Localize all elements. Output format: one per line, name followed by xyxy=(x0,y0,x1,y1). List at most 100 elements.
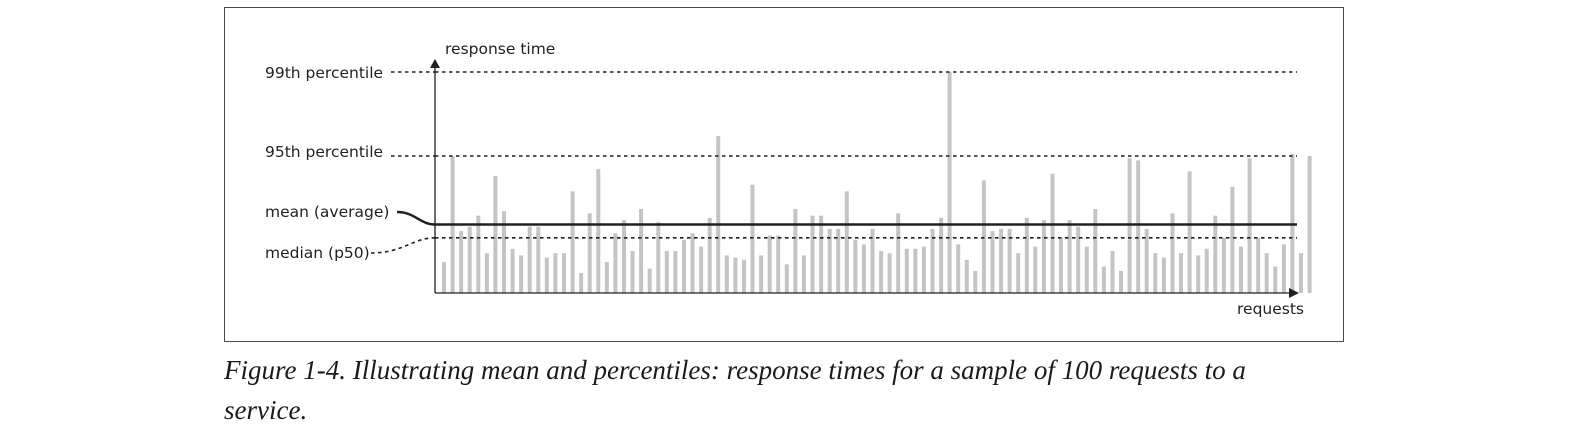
response-bar xyxy=(1153,253,1158,293)
response-bar xyxy=(1221,237,1226,294)
response-bar xyxy=(1299,253,1303,293)
response-bar xyxy=(1170,213,1175,293)
response-bar xyxy=(536,226,541,293)
response-bar xyxy=(553,253,558,293)
response-bar xyxy=(1076,226,1081,293)
response-bar xyxy=(853,240,858,293)
response-bar xyxy=(819,215,824,293)
x-axis-arrow-icon xyxy=(1289,288,1299,298)
response-bar xyxy=(810,215,815,293)
response-bar xyxy=(793,209,798,293)
response-bar xyxy=(1179,253,1183,293)
response-bar xyxy=(630,251,635,293)
p99-label: 99th percentile xyxy=(265,64,383,82)
response-bar xyxy=(1016,253,1021,293)
response-bar xyxy=(1007,228,1012,293)
response-bar xyxy=(930,228,935,293)
response-bar xyxy=(527,226,532,293)
response-bar xyxy=(1161,257,1166,293)
response-bar xyxy=(879,251,884,293)
response-bar xyxy=(801,255,806,293)
response-bar xyxy=(939,217,944,293)
response-bar xyxy=(913,248,918,293)
response-bar xyxy=(699,246,704,293)
response-bar xyxy=(493,175,498,293)
response-bar xyxy=(887,253,892,293)
response-bar xyxy=(510,248,515,293)
response-bar xyxy=(1101,266,1106,293)
response-bar xyxy=(690,233,695,293)
response-bar xyxy=(1196,255,1201,293)
response-bar xyxy=(990,231,995,293)
axes-layer: response time requests xyxy=(430,40,1304,318)
response-bar xyxy=(579,273,584,293)
response-bar xyxy=(1119,270,1123,293)
response-bar xyxy=(861,244,866,293)
response-bar xyxy=(1059,237,1063,294)
mean-connector xyxy=(396,210,436,226)
response-bar xyxy=(442,262,446,293)
response-bar xyxy=(459,231,464,293)
response-bar xyxy=(587,213,592,293)
response-bar xyxy=(973,270,978,293)
p95-label: 95th percentile xyxy=(265,143,383,161)
response-bar xyxy=(519,255,524,293)
response-bar xyxy=(784,264,789,293)
figure-frame: 99th percentile 95th percentile mean (aver… xyxy=(224,7,1344,342)
response-bar xyxy=(1033,246,1038,293)
response-bar xyxy=(1239,246,1243,293)
response-bar xyxy=(664,251,669,293)
response-bar xyxy=(544,257,549,293)
response-bar xyxy=(844,191,849,293)
bars-layer xyxy=(442,72,1312,294)
response-bar xyxy=(1050,173,1055,293)
response-bar xyxy=(1041,220,1046,293)
response-bar xyxy=(673,251,678,293)
median-connector xyxy=(370,237,436,254)
response-bar xyxy=(613,233,618,293)
response-bar xyxy=(776,235,781,293)
response-bar xyxy=(1204,248,1209,293)
response-bar xyxy=(827,228,832,293)
response-bar xyxy=(947,72,952,293)
y-axis-label: response time xyxy=(445,40,555,58)
response-bar xyxy=(1187,171,1192,293)
response-bar xyxy=(502,211,506,293)
response-bar xyxy=(733,257,738,293)
response-bar xyxy=(476,215,481,293)
response-bar xyxy=(1084,246,1089,293)
response-bar xyxy=(1093,209,1098,293)
response-bar xyxy=(707,217,712,293)
figure-caption: Figure 1-4. Illustrating mean and percen… xyxy=(224,355,1246,425)
response-bar xyxy=(904,248,909,293)
response-bar xyxy=(1256,237,1261,294)
response-bar xyxy=(1110,251,1115,293)
response-bar xyxy=(1230,186,1235,293)
response-bar xyxy=(896,213,901,293)
response-bar xyxy=(956,244,961,293)
response-bar xyxy=(999,228,1004,293)
response-bar xyxy=(1136,160,1141,293)
response-bar xyxy=(562,253,566,293)
response-bar xyxy=(1307,156,1312,293)
response-bar xyxy=(1024,217,1029,293)
response-bar xyxy=(570,191,575,293)
response-bar xyxy=(750,184,755,293)
response-bar xyxy=(656,222,661,293)
response-bar xyxy=(622,220,626,293)
response-time-chart: 99th percentile 95th percentile mean (aver… xyxy=(265,40,1312,318)
response-bar xyxy=(759,255,764,293)
response-bar xyxy=(604,262,609,293)
response-bar xyxy=(742,259,746,293)
mean-label: mean (average) xyxy=(265,203,389,221)
response-bar xyxy=(836,228,841,293)
response-bar xyxy=(1213,215,1218,293)
response-bar xyxy=(467,226,472,293)
response-bar xyxy=(1264,253,1269,293)
response-bar xyxy=(1144,228,1149,293)
y-axis-arrow-icon xyxy=(430,59,440,68)
response-bar xyxy=(870,228,875,293)
x-axis-label: requests xyxy=(1237,300,1304,318)
response-bar xyxy=(596,169,601,293)
response-bar xyxy=(921,246,926,293)
